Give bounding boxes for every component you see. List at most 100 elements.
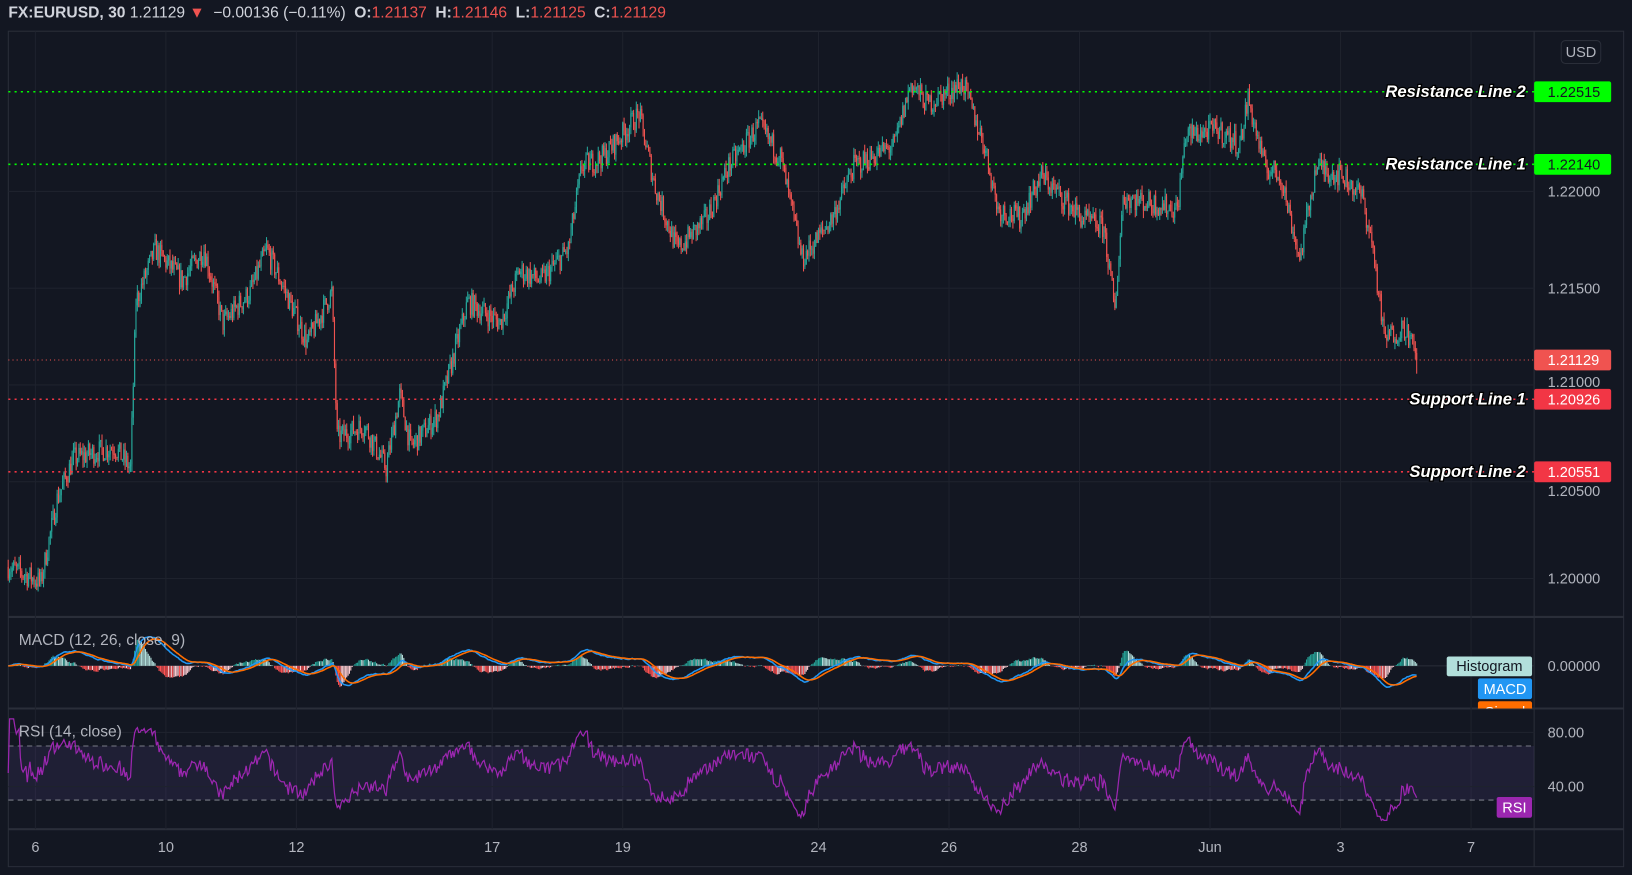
candle-body [1142, 198, 1144, 211]
candle-body [1001, 216, 1003, 222]
candle-body [558, 255, 560, 257]
candle-body [1098, 228, 1100, 234]
candle-body [1228, 128, 1230, 135]
candle-body [376, 436, 378, 458]
candle-body [830, 214, 832, 226]
candle-body [993, 182, 995, 186]
candle-body [497, 319, 499, 330]
candle-body [1176, 202, 1178, 206]
candle-body [792, 199, 794, 205]
candle-body [947, 83, 949, 91]
candle-body [1295, 236, 1297, 245]
candle-body [1047, 177, 1049, 190]
symbol-label[interactable]: FX:EURUSD, 30 [8, 4, 126, 22]
candle-body [155, 239, 157, 260]
candle-body [1163, 203, 1165, 211]
candle-body [932, 110, 934, 112]
macd-title[interactable]: MACD (12, 26, close, 9) [19, 632, 185, 649]
candle-body [921, 84, 923, 94]
candle-body [439, 397, 442, 417]
candle-body [60, 489, 62, 496]
candle-body [845, 187, 847, 189]
last-price-value: 1.21129 [1548, 353, 1600, 369]
candle-body [47, 557, 49, 565]
candle-body [509, 292, 511, 297]
candle-body [1258, 135, 1260, 149]
candle-body [1160, 207, 1162, 210]
candle-body [520, 271, 522, 275]
candle-body [996, 194, 998, 209]
time-tick: 28 [1071, 840, 1087, 856]
candle-body [401, 392, 404, 400]
level-price-value: 1.20551 [1548, 465, 1601, 481]
candle-body [1288, 204, 1290, 212]
candle-body [1320, 159, 1323, 168]
candle-body [835, 207, 837, 220]
candle-body [174, 262, 176, 264]
candle-body [212, 282, 215, 287]
candle-body [79, 447, 81, 454]
candle-body [53, 510, 55, 525]
candle-body [1272, 167, 1274, 172]
candle-body [695, 224, 697, 235]
candle-body [1356, 187, 1358, 193]
level-name: Resistance Line 2 [1385, 82, 1526, 101]
candle-body [979, 128, 981, 135]
candle-body [1335, 170, 1338, 178]
candle-body [223, 314, 225, 331]
candle-body [1072, 206, 1074, 212]
candle-body [1149, 191, 1151, 206]
candle-body [1180, 173, 1183, 179]
candle-body [1095, 214, 1097, 228]
candle-body [1242, 129, 1244, 139]
candle-body [1174, 207, 1176, 218]
signal-legend-box [1477, 701, 1533, 709]
candle-body [431, 427, 433, 435]
currency-button[interactable] [1560, 40, 1602, 64]
candle-body [892, 135, 894, 147]
candle-body [488, 309, 491, 327]
candle-body [1368, 225, 1370, 232]
candle-body [879, 147, 881, 157]
candle-body [404, 417, 406, 431]
level-price-label [1534, 153, 1612, 175]
candle-body [1383, 318, 1385, 333]
time-axis[interactable]: 6 10 12 17 19 24 26 28 Jun 3 7 [31, 840, 1475, 856]
candle-body [59, 495, 61, 502]
candle-body [427, 425, 429, 434]
candle-body [286, 291, 288, 293]
candle-body [370, 435, 372, 448]
candle-body [694, 224, 696, 226]
price-axis[interactable]: 1.22000 1.21500 1.21000 1.20500 1.20000 [1548, 185, 1601, 588]
candle-body [1038, 181, 1040, 186]
candle-body [1338, 163, 1340, 186]
candle-body [899, 117, 901, 126]
candle-body [1410, 335, 1412, 336]
candle-body [933, 104, 935, 111]
candle-body [1155, 195, 1157, 215]
candle-body [822, 227, 824, 230]
candle-body [645, 145, 647, 148]
candle-body [533, 267, 535, 276]
candle-body [157, 245, 159, 260]
candle-body [673, 232, 675, 247]
candle-body [574, 206, 576, 219]
candle-body [354, 431, 356, 434]
candle-body [231, 309, 234, 318]
candle-body [1117, 280, 1119, 296]
candle-body [1182, 157, 1184, 174]
candle-body [847, 174, 849, 180]
candle-body [185, 277, 187, 286]
last-price-label [1534, 349, 1612, 371]
candle-body [218, 297, 220, 316]
rsi-title[interactable]: RSI (14, close) [19, 724, 122, 741]
candle-body [866, 154, 868, 168]
candle-body [382, 450, 384, 453]
candle-body [658, 193, 660, 201]
candle-body [1219, 130, 1221, 139]
candle-body [453, 353, 455, 364]
candle-body [295, 306, 297, 308]
candle-body [633, 113, 635, 130]
candle-body [450, 361, 452, 374]
